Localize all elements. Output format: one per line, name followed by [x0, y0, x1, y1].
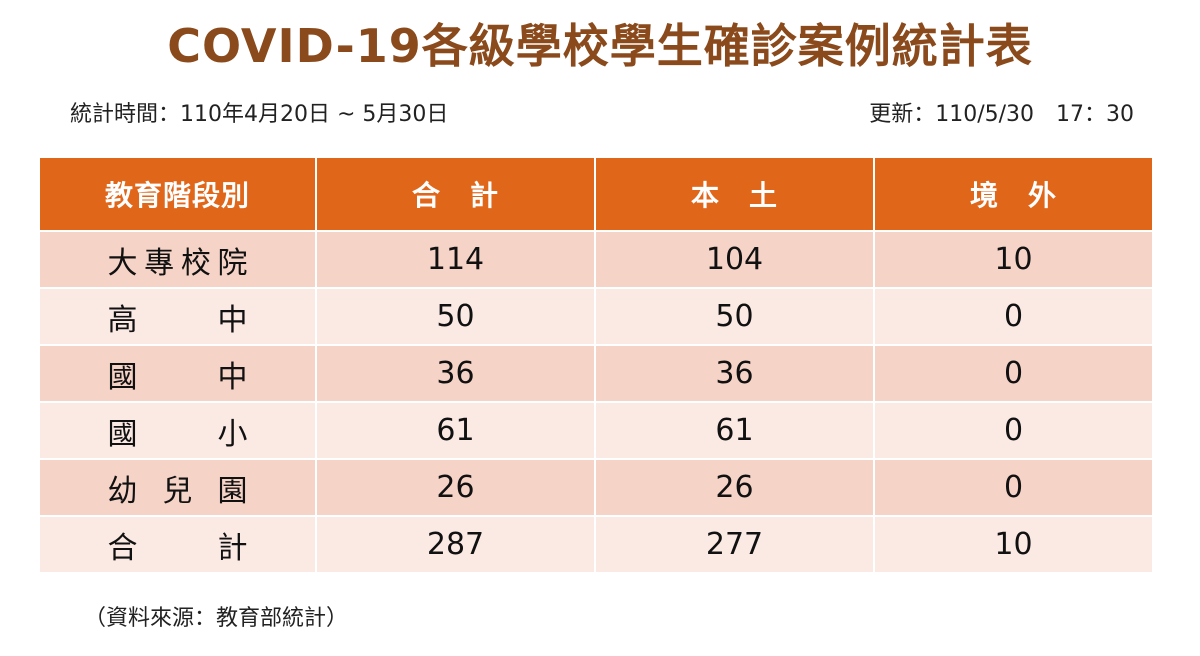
case-statistics-table: 教育階段別 合 計 本 土 境 外 大專校院 114 104 10 高 中 50… — [38, 156, 1154, 574]
row-imported: 10 — [873, 230, 1154, 289]
table-row: 大專校院 114 104 10 — [38, 230, 1154, 289]
header-education-level: 教育階段別 — [38, 156, 317, 232]
table-row: 幼 兒 園 26 26 0 — [38, 458, 1154, 517]
row-imported: 0 — [873, 401, 1154, 460]
row-level-label: 國 小 — [107, 416, 248, 452]
row-level-label: 幼 兒 園 — [107, 473, 248, 509]
table-row: 國 小 61 61 0 — [38, 401, 1154, 460]
update-timestamp: 更新：110/5/30 17：30 — [869, 102, 1134, 127]
row-level: 幼 兒 園 — [38, 458, 317, 517]
row-imported: 0 — [873, 344, 1154, 403]
row-level: 合 計 — [38, 515, 317, 574]
row-level-label: 國 中 — [107, 359, 248, 395]
header-imported: 境 外 — [873, 156, 1154, 232]
row-local: 61 — [594, 401, 875, 460]
row-local: 36 — [594, 344, 875, 403]
row-total: 26 — [315, 458, 596, 517]
row-level: 大專校院 — [38, 230, 317, 289]
row-imported: 0 — [873, 458, 1154, 517]
row-level-label: 高 中 — [107, 302, 248, 338]
row-level-label: 合 計 — [107, 530, 248, 566]
table-total-row: 合 計 287 277 10 — [38, 515, 1154, 574]
row-total: 36 — [315, 344, 596, 403]
row-imported: 0 — [873, 287, 1154, 346]
row-total: 287 — [315, 515, 596, 574]
row-total: 114 — [315, 230, 596, 289]
data-source-note: （資料來源：教育部統計） — [84, 606, 349, 631]
row-level-label: 大專校院 — [107, 245, 248, 281]
header-total: 合 計 — [315, 156, 596, 232]
row-total: 50 — [315, 287, 596, 346]
page-title: COVID-19各級學校學生確診案例統計表 — [167, 19, 1033, 73]
table-row: 高 中 50 50 0 — [38, 287, 1154, 346]
row-level: 國 小 — [38, 401, 317, 460]
row-imported: 10 — [873, 515, 1154, 574]
row-local: 277 — [594, 515, 875, 574]
row-total: 61 — [315, 401, 596, 460]
row-local: 26 — [594, 458, 875, 517]
statistics-period: 統計時間：110年4月20日 ~ 5月30日 — [70, 102, 449, 127]
row-local: 50 — [594, 287, 875, 346]
row-level: 高 中 — [38, 287, 317, 346]
header-local: 本 土 — [594, 156, 875, 232]
row-local: 104 — [594, 230, 875, 289]
table-row: 國 中 36 36 0 — [38, 344, 1154, 403]
row-level: 國 中 — [38, 344, 317, 403]
table-header-row: 教育階段別 合 計 本 土 境 外 — [38, 156, 1154, 232]
